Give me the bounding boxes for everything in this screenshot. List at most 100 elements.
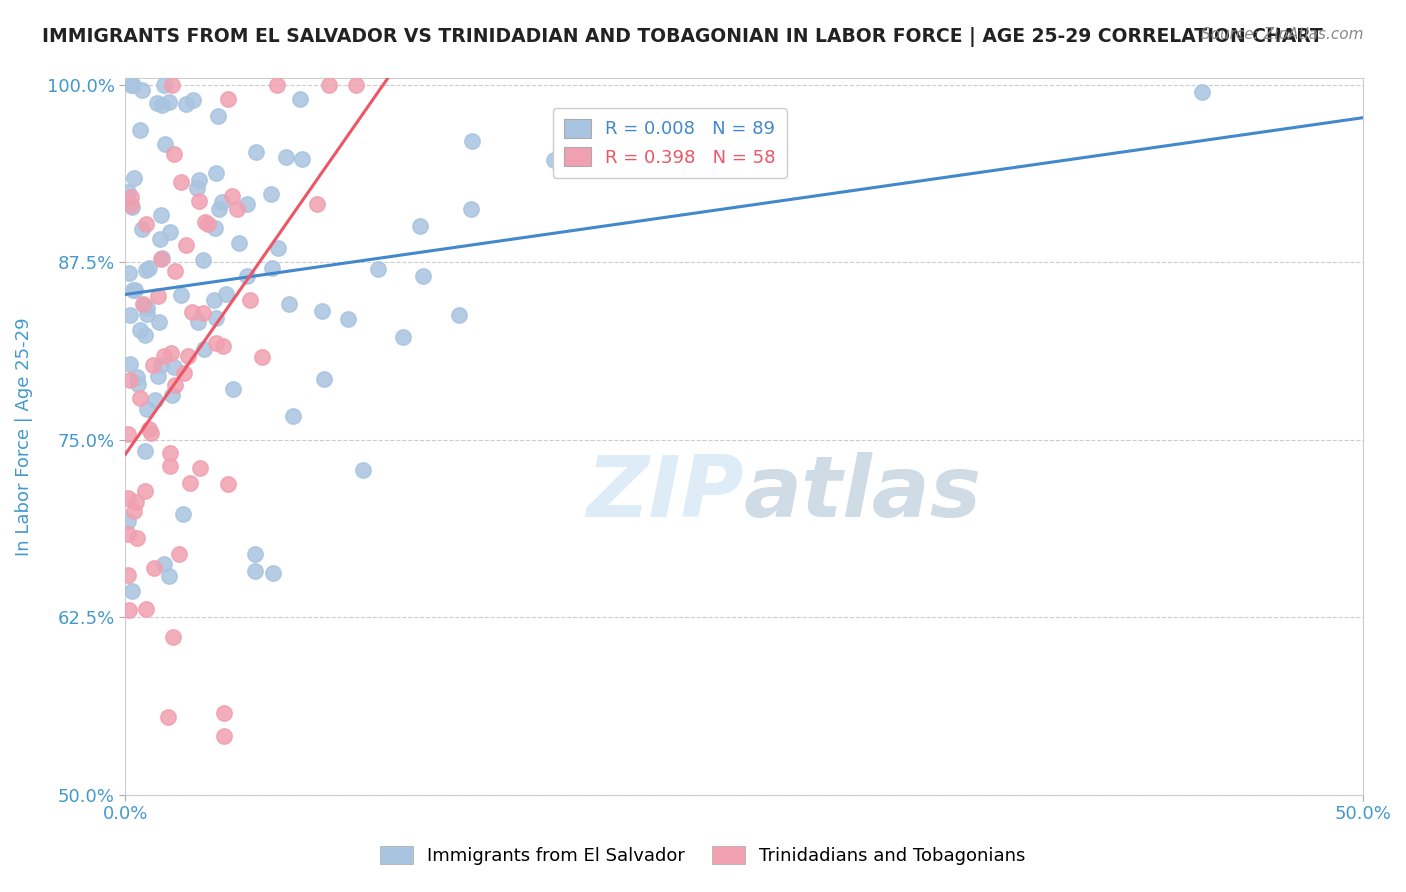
Text: Source: ZipAtlas.com: Source: ZipAtlas.com [1201,27,1364,42]
Point [159,225,181,239]
Point [277,296,299,310]
Y-axis label: In Labor Force | Age 25-29: In Labor Force | Age 25-29 [15,317,32,556]
Legend: R = 0.008   N = 89, R = 0.398   N = 58: R = 0.008 N = 89, R = 0.398 N = 58 [553,108,786,178]
Point [127,377,149,392]
Point [146,289,169,303]
Point [221,188,243,202]
Point [222,382,245,396]
Point [367,261,389,276]
Point [314,372,336,386]
Point [543,153,565,168]
Point [157,710,180,724]
Point [117,514,139,528]
Point [138,260,160,275]
Point [117,491,139,505]
Point [291,153,314,167]
Point [281,409,304,424]
Point [120,190,142,204]
Point [132,296,155,310]
Point [260,186,283,201]
Point [134,483,156,498]
Point [120,198,142,212]
Point [117,603,139,617]
Point [226,202,249,217]
Point [157,569,180,583]
Point [134,327,156,342]
Point [337,312,360,326]
Point [153,78,176,92]
Point [212,339,235,353]
Point [243,564,266,578]
Point [118,266,141,280]
Point [188,194,211,209]
Point [305,197,328,211]
Point [215,287,238,301]
Point [157,95,180,109]
Point [245,145,267,159]
Point [117,185,139,199]
Point [344,78,367,92]
Point [162,630,184,644]
Point [118,357,141,371]
Point [207,109,229,123]
Point [120,373,142,387]
Point [236,197,259,211]
Point [205,335,228,350]
Point [177,350,200,364]
Point [173,366,195,380]
Point [125,494,148,508]
Point [186,181,208,195]
Point [214,706,236,720]
Point [132,298,155,312]
Legend: Immigrants from El Salvador, Trinidadians and Tobagonians: Immigrants from El Salvador, Trinidadian… [371,837,1035,874]
Point [143,392,166,407]
Point [204,166,226,180]
Text: atlas: atlas [744,452,981,535]
Point [135,402,157,417]
Point [120,78,142,92]
Point [193,342,215,356]
Point [153,349,176,363]
Point [181,304,204,318]
Point [412,269,434,284]
Point [121,200,143,214]
Point [460,202,482,216]
Text: ZIP: ZIP [586,452,744,535]
Point [260,260,283,275]
Point [122,78,145,92]
Point [138,422,160,436]
Point [239,293,262,308]
Point [163,147,186,161]
Point [170,288,193,302]
Point [153,558,176,572]
Point [174,97,197,112]
Point [163,359,186,374]
Point [447,308,470,322]
Point [187,173,209,187]
Point [243,547,266,561]
Point [150,359,173,373]
Point [172,507,194,521]
Point [174,238,197,252]
Point [408,219,430,233]
Point [211,195,233,210]
Point [131,222,153,236]
Point [204,221,226,235]
Point [191,253,214,268]
Point [160,78,183,92]
Point [179,475,201,490]
Point [135,262,157,277]
Point [392,330,415,344]
Point [150,252,173,267]
Point [266,241,288,255]
Point [236,269,259,284]
Point [165,378,187,392]
Point [124,283,146,297]
Point [145,95,167,110]
Point [160,388,183,402]
Point [159,459,181,474]
Point [136,307,159,321]
Point [150,251,173,265]
Text: IMMIGRANTS FROM EL SALVADOR VS TRINIDADIAN AND TOBAGONIAN IN LABOR FORCE | AGE 2: IMMIGRANTS FROM EL SALVADOR VS TRINIDADI… [42,27,1323,46]
Point [117,426,139,441]
